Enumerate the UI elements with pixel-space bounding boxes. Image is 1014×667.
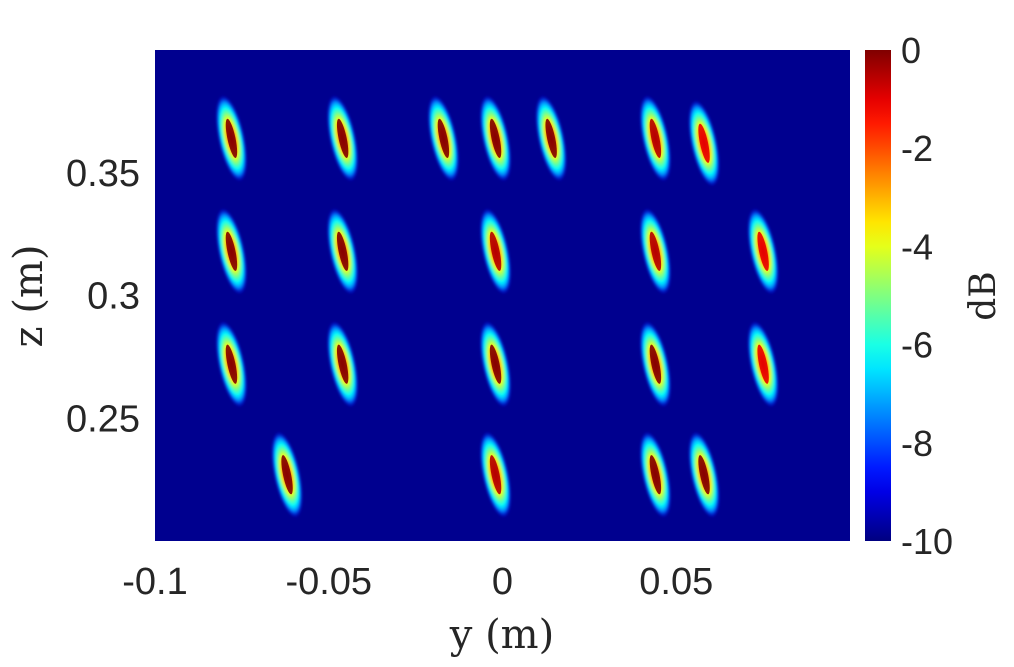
peak-6 — [639, 95, 672, 182]
peak-11 — [639, 208, 672, 295]
peak-15 — [479, 321, 512, 408]
peak-8 — [215, 208, 248, 295]
colorbar-tick-label: -8 — [901, 423, 933, 464]
colorbar-tick-label: -10 — [901, 521, 953, 562]
colorbar-label: dB — [963, 271, 1004, 321]
peak-10 — [479, 208, 512, 295]
peak-20 — [639, 431, 672, 518]
colorbar-tick-label: 0 — [901, 30, 921, 71]
peak-7 — [688, 100, 720, 187]
y-tick-label: 0.25 — [66, 398, 140, 440]
peak-9 — [326, 208, 359, 295]
peak-17 — [747, 321, 779, 408]
colorbar-scale — [865, 50, 891, 541]
colorbar-tick-label: -6 — [901, 325, 933, 366]
colorbar-tick-label: -4 — [901, 226, 933, 267]
peak-2 — [326, 95, 359, 182]
x-tick-label: 0 — [492, 561, 513, 603]
peak-3 — [427, 95, 460, 182]
x-tick-label: -0.1 — [122, 561, 187, 603]
y-tick-label: 0.35 — [66, 153, 140, 195]
colorbar: 0 -2 -4 -6 -8 -10 — [865, 30, 953, 562]
peaks-layer — [215, 95, 779, 518]
x-tick-label: 0.05 — [639, 561, 713, 603]
peak-4 — [479, 95, 512, 182]
x-tick-label: -0.05 — [285, 561, 372, 603]
axes: -0.1 -0.05 0 0.05 0.25 0.3 0.35 — [66, 153, 713, 603]
peak-14 — [326, 321, 359, 408]
peak-19 — [479, 431, 512, 518]
peak-1 — [215, 95, 248, 182]
x-axis-label: y (m) — [449, 612, 554, 658]
peak-5 — [535, 95, 567, 182]
peak-13 — [215, 321, 248, 408]
peak-18 — [271, 431, 303, 518]
peak-21 — [688, 431, 720, 518]
y-tick-label: 0.3 — [87, 276, 140, 318]
peak-12 — [747, 208, 779, 295]
peak-16 — [639, 321, 672, 408]
y-axis-label: z (m) — [6, 245, 52, 348]
colorbar-tick-label: -2 — [901, 128, 933, 169]
